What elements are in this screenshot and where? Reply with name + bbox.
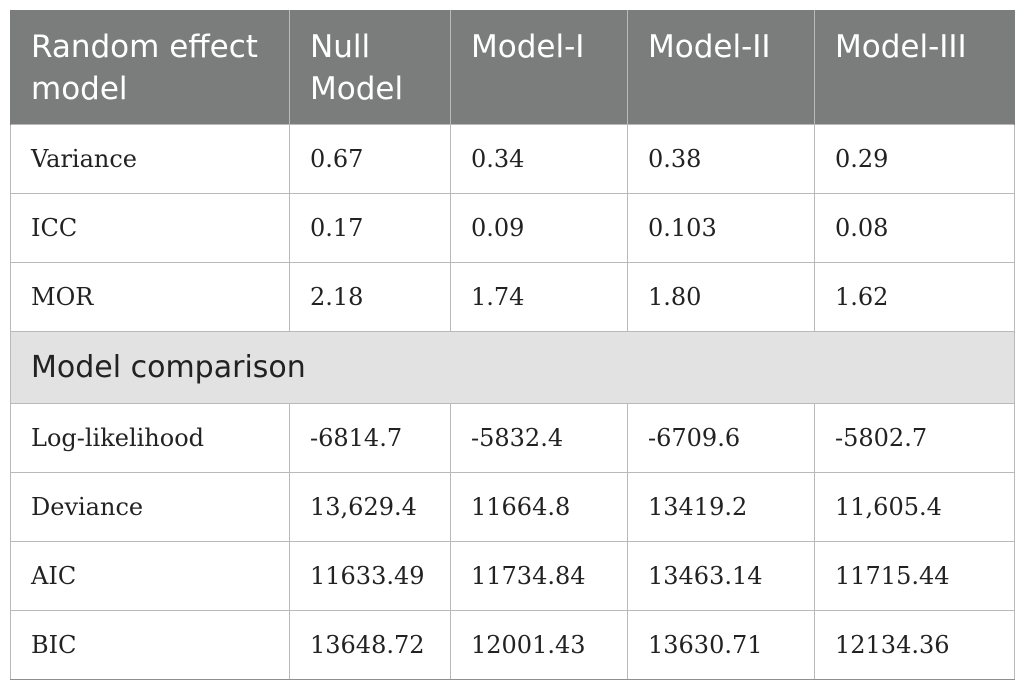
row-label: Deviance [10,472,290,542]
section-title: Model comparison [10,331,1015,404]
table-cell: -5832.4 [450,403,628,473]
table-cell: 0.29 [814,124,1015,194]
table-row-icc: ICC 0.17 0.09 0.103 0.08 [10,193,1015,263]
row-label: ICC [10,193,290,263]
table-cell: 11715.44 [814,541,1015,611]
table-cell: 11664.8 [450,472,628,542]
table-cell: -5802.7 [814,403,1015,473]
table-cell: 13463.14 [627,541,815,611]
table-row-mor: MOR 2.18 1.74 1.80 1.62 [10,262,1015,332]
table-cell: 12001.43 [450,610,628,680]
table-cell: 12134.36 [814,610,1015,680]
table-header: Random effect model Null Model Model-I M… [10,10,1015,125]
table-cell: 2.18 [289,262,451,332]
table-cell: 0.08 [814,193,1015,263]
header-model-ii: Model-II [627,10,815,125]
table-cell: 0.09 [450,193,628,263]
header-random-effect-model: Random effect model [10,10,290,125]
table-cell: -6814.7 [289,403,451,473]
table-body: Variance 0.67 0.34 0.38 0.29 ICC 0.17 0.… [10,124,1015,680]
row-label: MOR [10,262,290,332]
header-model-iii: Model-III [814,10,1015,125]
table-cell: 0.17 [289,193,451,263]
table-cell: 13,629.4 [289,472,451,542]
results-table: Random effect model Null Model Model-I M… [10,10,1015,680]
row-label: Log-likelihood [10,403,290,473]
row-label: Variance [10,124,290,194]
table-cell: 11734.84 [450,541,628,611]
table-row-deviance: Deviance 13,629.4 11664.8 13419.2 11,605… [10,472,1015,542]
table-cell: 13648.72 [289,610,451,680]
table-cell: -6709.6 [627,403,815,473]
table-cell: 11,605.4 [814,472,1015,542]
table-row-bic: BIC 13648.72 12001.43 13630.71 12134.36 [10,610,1015,680]
table-row-log-likelihood: Log-likelihood -6814.7 -5832.4 -6709.6 -… [10,403,1015,473]
row-label: BIC [10,610,290,680]
table-cell: 1.80 [627,262,815,332]
header-model-i: Model-I [450,10,628,125]
table-cell: 1.74 [450,262,628,332]
table-cell: 13419.2 [627,472,815,542]
row-label: AIC [10,541,290,611]
table-row-variance: Variance 0.67 0.34 0.38 0.29 [10,124,1015,194]
table-cell: 0.103 [627,193,815,263]
header-row: Random effect model Null Model Model-I M… [10,10,1015,125]
table-cell: 1.62 [814,262,1015,332]
header-null-model: Null Model [289,10,451,125]
table-cell: 0.34 [450,124,628,194]
section-row-model-comparison: Model comparison [10,331,1015,404]
table-row-aic: AIC 11633.49 11734.84 13463.14 11715.44 [10,541,1015,611]
table-cell: 13630.71 [627,610,815,680]
table-cell: 11633.49 [289,541,451,611]
table-cell: 0.67 [289,124,451,194]
table-cell: 0.38 [627,124,815,194]
